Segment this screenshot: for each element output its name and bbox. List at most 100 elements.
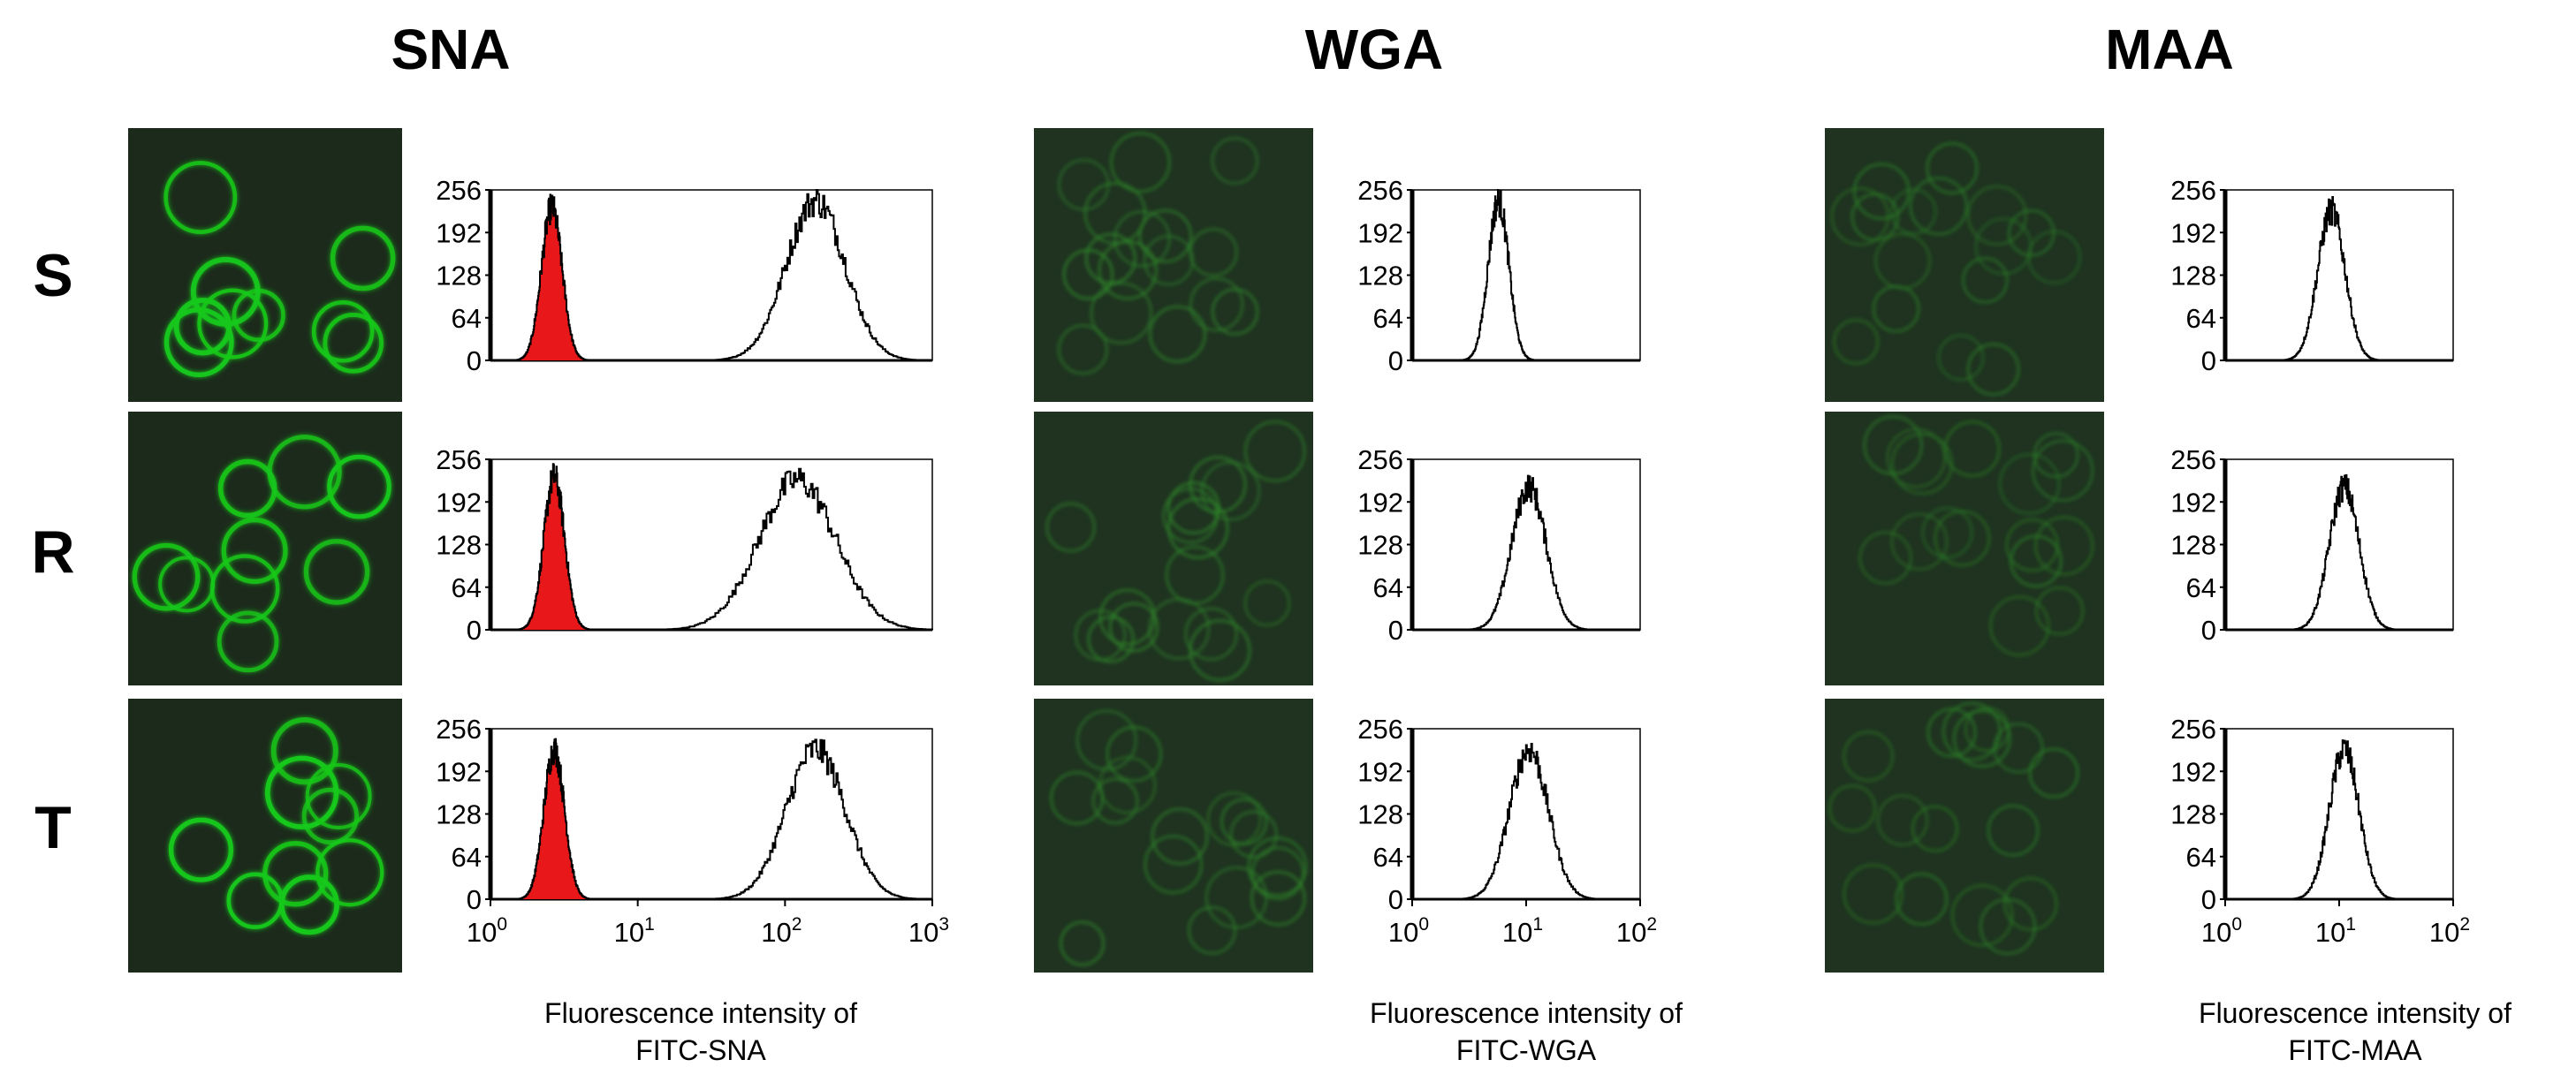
y-tick-label: 128 bbox=[2170, 261, 2216, 291]
cell bbox=[1891, 433, 1953, 495]
y-tick-label: 192 bbox=[436, 217, 482, 248]
cell bbox=[1830, 187, 1889, 246]
cell bbox=[315, 838, 384, 907]
cell bbox=[2008, 209, 2055, 257]
y-tick-label: 128 bbox=[436, 530, 482, 561]
cell bbox=[1149, 306, 1206, 363]
y-tick-label: 0 bbox=[2201, 615, 2216, 646]
cell bbox=[2034, 516, 2094, 576]
cell bbox=[1926, 142, 1979, 194]
x-tick-label: 102 bbox=[2429, 914, 2470, 948]
cell bbox=[1876, 794, 1929, 846]
cell bbox=[1974, 217, 2033, 276]
micrograph-wga-s bbox=[1034, 128, 1313, 402]
cell bbox=[1833, 319, 1880, 365]
x-tick-label: 100 bbox=[467, 914, 507, 948]
sample-histogram bbox=[708, 189, 923, 361]
histogram-maa-s: 0 64 128 192 256 bbox=[2170, 175, 2454, 376]
sample-histogram bbox=[657, 467, 933, 631]
cell bbox=[1106, 726, 1162, 783]
cell bbox=[1890, 188, 1937, 235]
y-tick-label: 256 bbox=[436, 444, 482, 475]
plot-frame bbox=[1411, 189, 1641, 361]
cell bbox=[132, 542, 201, 611]
column-title-maa: MAA bbox=[2105, 18, 2234, 81]
micrograph-background bbox=[1825, 412, 2104, 685]
cell bbox=[173, 298, 232, 356]
cell-outlines bbox=[1050, 709, 1308, 966]
cell bbox=[278, 874, 339, 935]
micrograph-maa-t bbox=[1825, 699, 2104, 973]
cell bbox=[221, 517, 288, 585]
cell bbox=[1843, 864, 1904, 925]
y-tick-label: 192 bbox=[2170, 217, 2216, 248]
y-tick-label: 128 bbox=[2170, 530, 2216, 561]
y-tick-label: 64 bbox=[452, 303, 482, 334]
y-tick-label: 256 bbox=[436, 714, 482, 745]
cell bbox=[1091, 777, 1139, 824]
cell bbox=[1098, 240, 1158, 300]
cell bbox=[197, 288, 269, 360]
y-tick-label: 64 bbox=[1373, 572, 1403, 603]
x-tick-label: 101 bbox=[1502, 914, 1543, 948]
xlabel-sna-line1: Fluorescence intensity of bbox=[544, 997, 857, 1029]
cell bbox=[1189, 277, 1244, 332]
cell bbox=[1211, 137, 1258, 185]
y-tick-label: 192 bbox=[1357, 217, 1403, 248]
y-tick-label: 192 bbox=[436, 756, 482, 787]
cell bbox=[1909, 177, 1968, 236]
cell bbox=[1167, 497, 1229, 559]
cell bbox=[2028, 747, 2079, 799]
cell bbox=[158, 556, 216, 613]
cell bbox=[1090, 282, 1152, 344]
cell bbox=[1113, 210, 1171, 268]
cell bbox=[1083, 182, 1147, 245]
micrograph-background bbox=[1034, 412, 1313, 685]
y-tick-label: 256 bbox=[2170, 714, 2216, 745]
x-tick-label: 103 bbox=[908, 914, 949, 948]
cell bbox=[1895, 873, 1949, 926]
cell bbox=[2005, 519, 2059, 572]
cell bbox=[1138, 208, 1192, 263]
y-tick-label: 64 bbox=[452, 572, 482, 603]
cell bbox=[1075, 709, 1137, 771]
histogram-sna-s: 0 64 128 192 256 bbox=[436, 175, 933, 376]
cell bbox=[305, 763, 372, 829]
cell bbox=[262, 841, 329, 907]
cell bbox=[303, 539, 370, 605]
micrograph-background bbox=[128, 128, 402, 402]
cell bbox=[1251, 846, 1305, 900]
cell bbox=[163, 307, 234, 378]
cell bbox=[1250, 870, 1306, 927]
sample-histogram bbox=[1466, 474, 1592, 631]
column-title-wga: WGA bbox=[1305, 18, 1443, 81]
cell-outlines bbox=[132, 435, 391, 673]
cell bbox=[1911, 805, 1958, 852]
y-tick-label: 0 bbox=[2201, 345, 2216, 376]
y-tick-label: 192 bbox=[2170, 487, 2216, 518]
histogram-wga-r: 0 64 128 192 256 bbox=[1357, 444, 1641, 646]
row-label-t: T bbox=[34, 794, 72, 861]
micrograph-sna-t bbox=[128, 699, 402, 973]
y-tick-label: 128 bbox=[436, 799, 482, 830]
xlabel-wga-line2: FITC-WGA bbox=[1456, 1034, 1597, 1066]
cell-outlines bbox=[1858, 415, 2094, 656]
cell bbox=[1828, 784, 1876, 832]
histogram-sna-t: 0 64 128 192 256 100 101 102 103 bbox=[436, 714, 949, 948]
y-tick-label: 192 bbox=[1357, 487, 1403, 518]
micrograph-maa-s bbox=[1825, 128, 2104, 402]
cell bbox=[1212, 288, 1259, 336]
y-tick-label: 256 bbox=[1357, 714, 1403, 745]
cell bbox=[1926, 708, 1977, 758]
cell bbox=[330, 225, 396, 291]
y-tick-label: 0 bbox=[1388, 615, 1403, 646]
y-tick-label: 256 bbox=[436, 175, 482, 206]
xlabel-wga-line1: Fluorescence intensity of bbox=[1370, 997, 1683, 1029]
cell bbox=[1143, 235, 1194, 286]
cell bbox=[217, 610, 279, 673]
cell bbox=[311, 300, 375, 363]
cell-outlines bbox=[168, 717, 384, 935]
cell bbox=[1944, 420, 2001, 477]
micrograph-background bbox=[128, 412, 402, 685]
y-tick-label: 192 bbox=[436, 487, 482, 518]
